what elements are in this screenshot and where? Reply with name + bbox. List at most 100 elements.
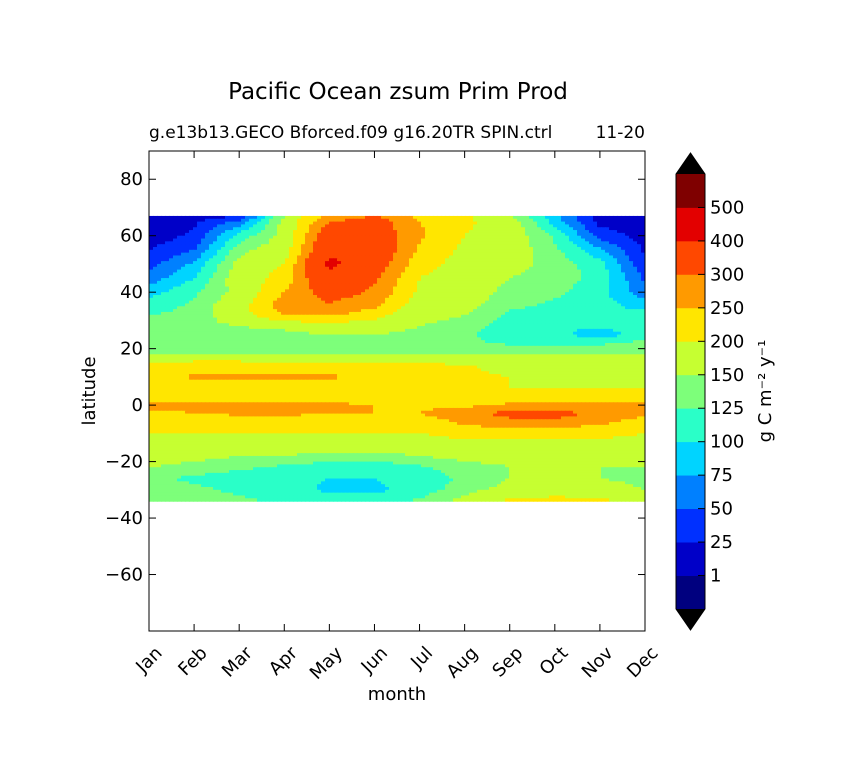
contour-cell: [565, 289, 570, 293]
contour-cell: [165, 295, 170, 299]
contour-cell: [285, 328, 290, 333]
contour-cell: [325, 230, 330, 234]
contour-cell: [373, 263, 378, 268]
contour-cell: [217, 278, 222, 282]
contour-cell: [237, 252, 242, 257]
contour-cell: [189, 221, 194, 226]
contour-cell: [161, 247, 166, 251]
contour-cell: [577, 309, 582, 313]
contour-cell: [249, 292, 254, 296]
contour-cell: [569, 306, 574, 310]
contour-cell: [329, 311, 334, 316]
contour-cell: [229, 278, 234, 282]
contour-cell: [373, 295, 378, 299]
contour-cell: [469, 238, 474, 242]
contour-cell: [257, 309, 262, 313]
contour-cell: [193, 232, 198, 237]
contour-cell: [305, 235, 310, 240]
contour-cell: [269, 247, 274, 251]
contour-cell: [573, 221, 578, 226]
contour-cell: [221, 230, 226, 234]
contour-cell: [317, 255, 322, 259]
contour-cell: [509, 266, 514, 271]
contour-cell: [453, 317, 458, 322]
contour-cell: [185, 263, 190, 268]
contour-cell: [173, 289, 178, 293]
contour-cell: [425, 289, 430, 293]
contour-cell: [357, 295, 362, 299]
contour-cell: [225, 306, 230, 310]
contour-cell: [253, 328, 258, 333]
contour-cell: [481, 275, 486, 279]
contour-cell: [317, 252, 322, 257]
contour-cell: [381, 303, 386, 307]
contour-cell: [217, 224, 222, 228]
contour-cell: [561, 258, 566, 262]
contour-cell: [201, 266, 206, 271]
contour-cell: [405, 295, 410, 299]
contour-cell: [569, 317, 574, 322]
contour-cell: [505, 224, 510, 228]
contour-cell: [405, 275, 410, 279]
contour-cell: [477, 215, 482, 220]
contour-cell: [625, 269, 630, 274]
contour-cell: [317, 230, 322, 234]
contour-cell: [405, 224, 410, 228]
contour-cell: [501, 227, 506, 231]
contour-cell: [453, 306, 458, 310]
contour-cell: [433, 261, 438, 265]
contour-cell: [429, 235, 434, 240]
contour-cell: [197, 230, 202, 234]
contour-cell: [297, 255, 302, 259]
contour-cell: [449, 261, 454, 265]
contour-cell: [217, 269, 222, 274]
contour-cell: [361, 215, 366, 220]
contour-cell: [541, 241, 546, 245]
contour-cell: [161, 303, 166, 307]
contour-cell: [553, 263, 558, 268]
contour-cell: [513, 303, 518, 307]
contour-cell: [201, 283, 206, 288]
contour-cell: [413, 247, 418, 251]
contour-cell: [557, 280, 562, 285]
contour-cell: [401, 278, 406, 282]
contour-cell: [209, 328, 214, 333]
contour-cell: [453, 278, 458, 282]
contour-cell: [201, 247, 206, 251]
contour-cell: [473, 326, 478, 330]
contour-cell: [521, 297, 526, 302]
contour-cell: [501, 232, 506, 237]
contour-cell: [177, 227, 182, 231]
contour-cell: [269, 244, 274, 248]
contour-cell: [561, 215, 566, 220]
contour-cell: [265, 280, 270, 285]
contour-cell: [525, 227, 530, 231]
contour-cell: [501, 215, 506, 220]
contour-cell: [457, 247, 462, 251]
contour-cell: [289, 269, 294, 274]
contour-cell: [493, 309, 498, 313]
contour-cell: [293, 314, 298, 319]
contour-cell: [313, 306, 318, 310]
contour-cell: [633, 266, 638, 271]
contour-cell: [421, 218, 426, 223]
contour-cell: [349, 275, 354, 279]
contour-cell: [405, 306, 410, 310]
contour-cell: [413, 224, 418, 228]
contour-cell: [365, 249, 370, 254]
contour-cell: [289, 314, 294, 319]
contour-cell: [277, 320, 282, 324]
contour-cell: [641, 275, 645, 279]
contour-cell: [553, 323, 558, 327]
contour-cell: [265, 272, 270, 276]
contour-cell: [537, 320, 542, 324]
contour-cell: [473, 235, 478, 240]
contour-cell: [353, 297, 358, 302]
contour-cell: [193, 272, 198, 276]
contour-cell: [289, 272, 294, 276]
contour-cell: [217, 314, 222, 319]
contour-cell: [593, 227, 598, 231]
contour-cell: [545, 224, 550, 228]
contour-cell: [521, 323, 526, 327]
contour-cell: [185, 297, 190, 302]
